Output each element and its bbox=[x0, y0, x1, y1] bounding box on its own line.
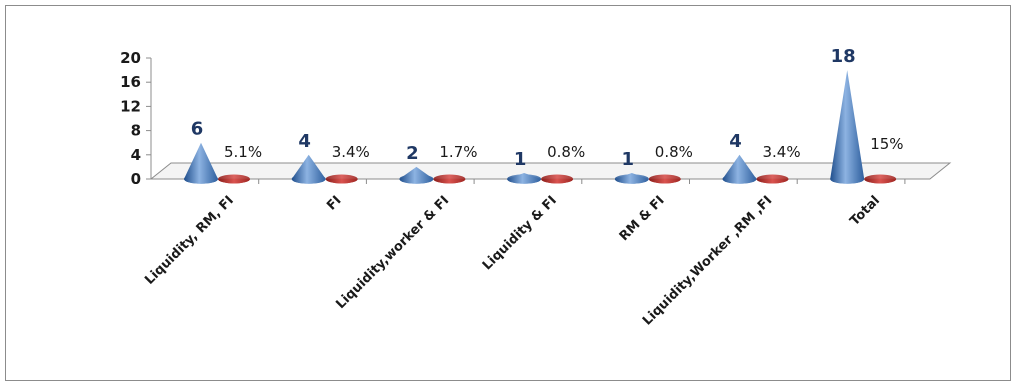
percent-label: 15% bbox=[870, 135, 903, 153]
percent-label: 1.7% bbox=[439, 143, 477, 161]
percent-cone bbox=[218, 174, 250, 184]
y-tick-label: 8 bbox=[131, 122, 141, 140]
cone-body bbox=[184, 142, 218, 184]
y-tick-label: 12 bbox=[120, 97, 141, 115]
count-label: 6 bbox=[191, 119, 204, 140]
count-label: 1 bbox=[514, 149, 527, 170]
cone-base bbox=[648, 174, 681, 184]
cone-base bbox=[184, 174, 218, 184]
percent-label: 3.4% bbox=[763, 143, 801, 161]
count-cone bbox=[614, 172, 649, 184]
cone-base bbox=[218, 174, 250, 184]
cone-base bbox=[830, 174, 865, 184]
percent-cone bbox=[756, 174, 789, 184]
chart-frame: 20 16 12 8 4 0 Liquidity, RM, FI FI Liquidity,w… bbox=[5, 5, 1011, 381]
cone-base bbox=[291, 174, 326, 184]
x-category-label: RM & FI bbox=[617, 193, 668, 244]
data-labels: 6 5.1% 4 3.4% 2 1.7% 1 0.8% 1 0.8% 4 3.4% 18 15% bbox=[191, 46, 904, 170]
cone-base bbox=[541, 174, 574, 184]
cone-body bbox=[830, 70, 865, 184]
count-cone bbox=[722, 154, 757, 184]
percent-label: 0.8% bbox=[655, 143, 693, 161]
percent-label: 5.1% bbox=[224, 143, 262, 161]
y-tick-label: 20 bbox=[120, 49, 141, 67]
count-cone bbox=[184, 142, 218, 184]
cone-base bbox=[325, 174, 358, 184]
x-category-label: Total bbox=[847, 193, 883, 229]
cone-base bbox=[864, 174, 897, 184]
x-category-label: Liquidity,worker & FI bbox=[333, 193, 452, 312]
count-cone bbox=[507, 172, 542, 184]
percent-cone bbox=[648, 174, 681, 184]
x-category-label: FI bbox=[324, 193, 344, 213]
percent-cone bbox=[325, 174, 358, 184]
percent-cone bbox=[864, 174, 897, 184]
x-category-label: Liquidity & FI bbox=[480, 193, 560, 273]
count-label: 18 bbox=[831, 46, 856, 67]
count-label: 2 bbox=[406, 143, 419, 164]
count-cone bbox=[291, 154, 326, 184]
cone-base bbox=[399, 174, 434, 184]
cone-base bbox=[507, 174, 542, 184]
y-axis: 20 16 12 8 4 0 bbox=[120, 49, 152, 188]
data-marks bbox=[184, 70, 897, 184]
y-tick-label: 4 bbox=[131, 146, 141, 164]
percent-cone bbox=[541, 174, 574, 184]
x-category-label: Liquidity,Worker ,RM ,FI bbox=[640, 193, 775, 328]
y-tick-label: 0 bbox=[131, 170, 141, 188]
percent-cone bbox=[433, 174, 466, 184]
cone-base bbox=[614, 174, 649, 184]
percent-label: 3.4% bbox=[332, 143, 370, 161]
cone-base bbox=[722, 174, 757, 184]
count-cone bbox=[399, 166, 434, 184]
x-category-label: Liquidity, RM, FI bbox=[142, 193, 237, 288]
percent-label: 0.8% bbox=[547, 143, 585, 161]
count-label: 4 bbox=[298, 131, 311, 152]
count-label: 4 bbox=[729, 131, 742, 152]
cone-base bbox=[756, 174, 789, 184]
y-tick-label: 16 bbox=[120, 73, 141, 91]
count-label: 1 bbox=[622, 149, 635, 170]
cone-base bbox=[433, 174, 466, 184]
count-cone bbox=[830, 70, 865, 184]
